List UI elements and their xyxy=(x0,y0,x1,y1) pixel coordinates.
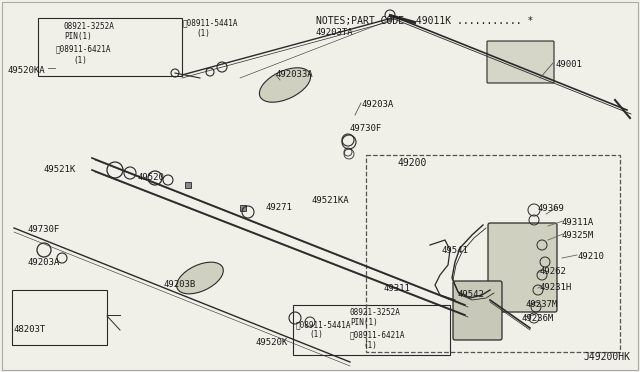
FancyBboxPatch shape xyxy=(488,223,557,312)
Text: 49311: 49311 xyxy=(383,284,410,293)
Text: 49001: 49001 xyxy=(555,60,582,69)
Text: (1): (1) xyxy=(196,29,210,38)
Text: 49325M: 49325M xyxy=(562,231,595,240)
Text: (1): (1) xyxy=(363,341,377,350)
Text: ⓝ08911-6421A: ⓝ08911-6421A xyxy=(350,330,406,339)
Text: 49520: 49520 xyxy=(138,173,165,182)
Text: 49271: 49271 xyxy=(266,203,293,212)
Text: ⓝ08911-5441A: ⓝ08911-5441A xyxy=(183,18,239,27)
Ellipse shape xyxy=(177,262,223,294)
Text: (1): (1) xyxy=(309,330,323,339)
Text: 49521K: 49521K xyxy=(43,165,76,174)
Text: 49203B: 49203B xyxy=(164,280,196,289)
Bar xyxy=(185,182,191,188)
Text: 49203A: 49203A xyxy=(362,100,394,109)
FancyBboxPatch shape xyxy=(487,41,554,83)
Text: 49200: 49200 xyxy=(397,158,426,168)
Text: 49203TA: 49203TA xyxy=(316,28,354,37)
Text: NOTES;PART CODE  49011K ........... *: NOTES;PART CODE 49011K ........... * xyxy=(316,16,533,26)
Text: 49730F: 49730F xyxy=(27,225,60,234)
Text: 492033A: 492033A xyxy=(276,70,314,79)
Text: 08921-3252A: 08921-3252A xyxy=(350,308,401,317)
Text: 49210: 49210 xyxy=(578,252,605,261)
Text: 49369: 49369 xyxy=(537,204,564,213)
Bar xyxy=(38,18,182,76)
Text: 49236M: 49236M xyxy=(521,314,553,323)
Text: ⓝ08911-5441A: ⓝ08911-5441A xyxy=(296,320,351,329)
Ellipse shape xyxy=(259,68,310,102)
Bar xyxy=(366,155,620,352)
Text: 49203A: 49203A xyxy=(27,258,60,267)
Text: PIN(1): PIN(1) xyxy=(350,318,378,327)
Text: 49521KA: 49521KA xyxy=(312,196,349,205)
Text: 49541: 49541 xyxy=(441,246,468,255)
Text: 49730F: 49730F xyxy=(350,124,382,133)
Text: 49520K: 49520K xyxy=(255,338,287,347)
Text: 49231H: 49231H xyxy=(540,283,572,292)
Text: 49311A: 49311A xyxy=(562,218,595,227)
Text: 49262: 49262 xyxy=(540,267,567,276)
Text: 08921-3252A: 08921-3252A xyxy=(64,22,115,31)
Bar xyxy=(293,305,450,355)
Bar xyxy=(240,205,246,211)
Bar xyxy=(12,290,107,345)
Text: ⓝ08911-6421A: ⓝ08911-6421A xyxy=(56,44,111,53)
Text: 49542: 49542 xyxy=(457,290,484,299)
Text: PIN(1): PIN(1) xyxy=(64,32,92,41)
Text: 48203T: 48203T xyxy=(14,325,46,334)
Text: 49520KA: 49520KA xyxy=(8,66,45,75)
Text: (1): (1) xyxy=(73,56,87,65)
FancyBboxPatch shape xyxy=(453,281,502,340)
Text: 49237M: 49237M xyxy=(526,300,558,309)
Text: J49200HK: J49200HK xyxy=(583,352,630,362)
